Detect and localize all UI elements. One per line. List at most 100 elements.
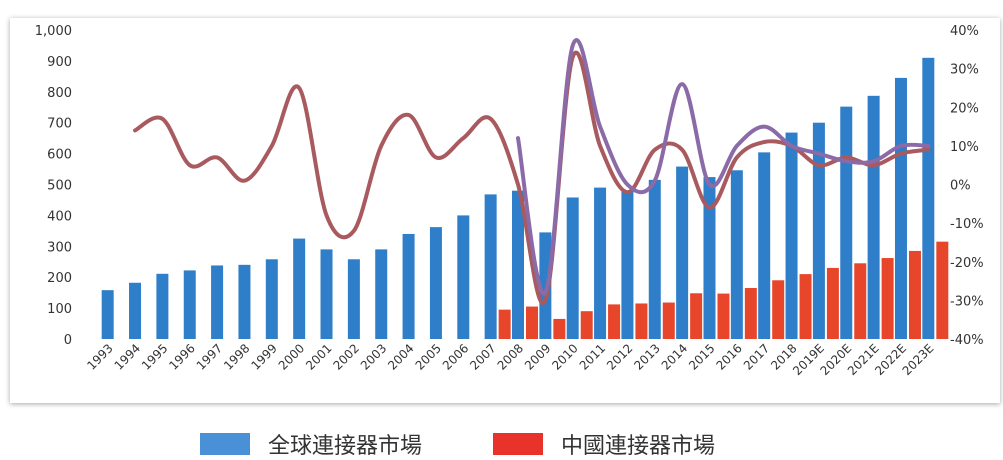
y-right-tick-label: -10% [950, 217, 984, 232]
global-market-bar [785, 132, 798, 339]
y-left-tick-label: 100 [47, 302, 72, 317]
x-tick-label: 2014 [659, 341, 690, 372]
global-market-bar [402, 233, 415, 339]
y-right-tick-label: 0% [950, 179, 971, 194]
global-market-bar [730, 170, 743, 339]
x-tick-label: 2010 [549, 341, 580, 372]
y-left-tick-label: 700 [47, 117, 72, 132]
y-left-tick-label: 600 [47, 148, 72, 163]
x-tick-label: 2015 [686, 341, 717, 372]
x-tick-label: 1999 [248, 341, 279, 372]
china-market-bar [744, 288, 757, 339]
y-right-tick-label: 10% [950, 140, 979, 155]
y-left-tick-label: 500 [47, 179, 72, 194]
global-market-bar [129, 282, 142, 339]
x-tick-label: 2012 [604, 341, 635, 372]
x-tick-label: 2002 [330, 341, 361, 372]
global-market-bar [320, 249, 333, 339]
global-market-bar [676, 166, 689, 339]
x-tick-label: 2017 [741, 341, 772, 372]
china-market-bar [662, 302, 675, 339]
x-tick-label: 2001 [303, 341, 334, 372]
growth-line-2 [516, 38, 931, 296]
x-tick-label: 2009 [522, 341, 553, 372]
china-market-bar [635, 303, 648, 339]
x-tick-label: 1993 [84, 341, 115, 372]
global-market-bar [429, 227, 442, 339]
china-market-bar [553, 318, 566, 339]
y-left-tick-label: 900 [47, 55, 72, 70]
china-market-bar [908, 250, 921, 339]
global-market-bar [566, 197, 579, 339]
china-market-bar [826, 267, 839, 339]
global-market-bar [183, 270, 196, 339]
china-market-bar [580, 311, 593, 339]
y-right-tick-label: -30% [950, 294, 984, 309]
china-market-bar [799, 274, 812, 339]
global-market-bar [703, 177, 716, 339]
x-tick-label: 2013 [631, 341, 662, 372]
x-tick-label: 1996 [166, 341, 197, 372]
x-tick-label: 2003 [358, 341, 389, 372]
legend-item-global: 全球連接器市場 [200, 428, 422, 460]
y-left-tick-label: 400 [47, 209, 72, 224]
legend: 全球連接器市場 中國連接器市場 [0, 420, 1003, 459]
global-market-bar [265, 259, 278, 339]
global-market-bar [457, 215, 470, 339]
global-market-bar [812, 122, 825, 339]
x-tick-label: 1995 [139, 341, 170, 372]
legend-item-china: 中國連接器市場 [493, 428, 715, 460]
legend-swatch-china [493, 433, 543, 455]
global-market-bar [594, 187, 607, 339]
global-market-bar [238, 264, 251, 339]
y-left-tick-label: 800 [47, 86, 72, 101]
y-left-tick-label: 300 [47, 240, 72, 255]
global-market-bar [894, 77, 907, 339]
global-market-bar [101, 290, 114, 339]
china-market-bar [608, 304, 621, 339]
x-tick-label: 1998 [221, 341, 252, 372]
global-market-bar [922, 57, 935, 340]
growth-line-1 [133, 50, 931, 306]
y-right-tick-label: -40% [950, 333, 984, 348]
chart-frame: 0 100 200 300 400 500 600 700 800 900 1,000 -40% -30… [10, 18, 1000, 403]
global-market-bar [621, 190, 634, 339]
china-market-bar [690, 293, 703, 339]
china-market-bar [772, 280, 785, 339]
global-market-bar [156, 273, 169, 339]
x-tick-label: 2008 [495, 341, 526, 372]
x-tick-label: 2016 [713, 341, 744, 372]
global-market-bar [211, 265, 224, 339]
y-right-tick-label: 20% [950, 101, 979, 116]
global-market-bar [648, 179, 661, 339]
china-market-bar [526, 306, 538, 339]
combo-bar-line-chart: 0 100 200 300 400 500 600 700 800 900 1,000 -40% -30… [35, 24, 984, 378]
legend-label-china: 中國連接器市場 [561, 434, 716, 459]
global-market-bar [539, 232, 552, 339]
global-market-bar [512, 190, 524, 339]
global-market-bar [758, 152, 771, 339]
x-tick-label: 2000 [276, 341, 307, 372]
china-market-bar [498, 309, 511, 339]
global-market-bar [840, 106, 853, 339]
y-right-tick-label: 40% [950, 24, 979, 39]
global-market-bar [375, 249, 388, 339]
y-right-tick-label: -20% [950, 256, 984, 271]
y-left-tick-label: 200 [47, 271, 72, 286]
y-left-tick-label: 0 [64, 333, 72, 348]
x-tick-label: 1994 [112, 341, 143, 372]
global-market-bar [347, 259, 360, 339]
global-market-bar [293, 238, 306, 339]
china-market-bar [854, 263, 867, 339]
x-tick-label: 2006 [440, 341, 471, 372]
china-market-bar [881, 258, 894, 339]
x-tick-label: 2005 [413, 341, 444, 372]
legend-swatch-global [200, 433, 250, 455]
y-left-tick-label: 1,000 [35, 24, 72, 39]
global-market-bar [867, 95, 880, 339]
global-market-bar [484, 194, 497, 339]
legend-label-global: 全球連接器市場 [268, 434, 423, 459]
x-tick-label: 2011 [577, 341, 608, 372]
x-tick-label: 2023E [900, 341, 937, 378]
x-tick-label: 2007 [467, 341, 498, 372]
